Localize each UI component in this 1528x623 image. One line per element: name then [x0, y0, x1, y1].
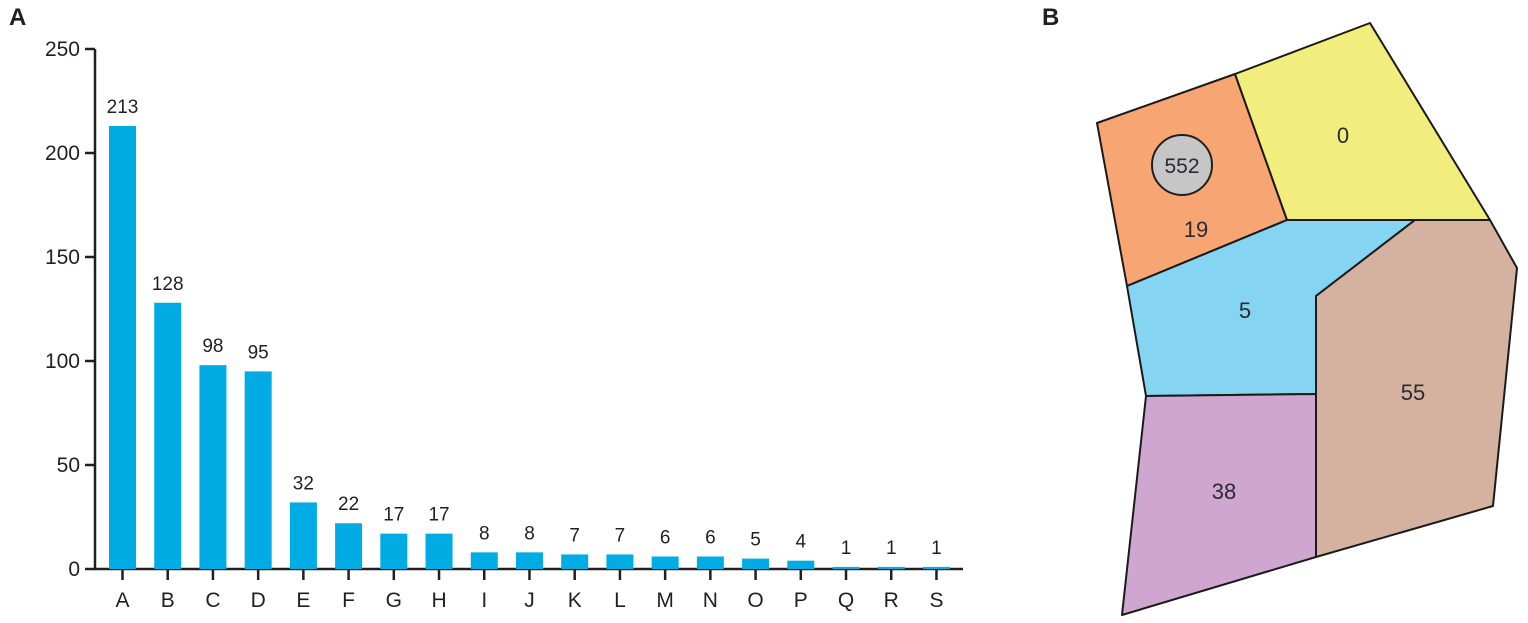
- bar-R: [877, 566, 905, 569]
- map-region-purple-value: 38: [1212, 479, 1236, 504]
- x-category-label: F: [342, 589, 355, 612]
- x-category-label: I: [481, 589, 487, 612]
- bar-value-label: 5: [750, 530, 761, 551]
- bar-value-label: 17: [383, 505, 404, 526]
- bar-A: [109, 125, 136, 570]
- x-category-label: H: [431, 589, 446, 612]
- bar-value-label: 17: [428, 505, 449, 526]
- bar-Q: [832, 566, 860, 569]
- bar-chart: 050100150200250213A128B98C95D32E22F17G17…: [45, 38, 963, 612]
- x-category-label: J: [524, 589, 535, 612]
- bar-S: [922, 566, 950, 569]
- count-badge: [1151, 134, 1213, 196]
- bar-M: [651, 556, 679, 569]
- bar-I: [470, 552, 498, 569]
- y-tick-label: 50: [57, 454, 80, 477]
- bar-value-label: 1: [931, 538, 942, 559]
- x-category-label: G: [386, 589, 402, 612]
- x-category-label: E: [296, 589, 310, 612]
- bar-F: [335, 523, 363, 569]
- y-tick-label: 200: [45, 142, 80, 165]
- bar-value-label: 1: [886, 538, 897, 559]
- x-category-label: L: [614, 589, 626, 612]
- bar-N: [696, 556, 724, 569]
- bar-value-label: 6: [705, 528, 716, 549]
- bar-J: [515, 552, 543, 569]
- x-category-label: P: [794, 589, 808, 612]
- bar-value-label: 7: [615, 525, 626, 546]
- bar-value-label: 128: [152, 274, 184, 295]
- bar-E: [289, 502, 317, 569]
- panel-b-label: B: [1042, 4, 1060, 31]
- bar-H: [425, 533, 453, 569]
- map-region-purple: [1121, 393, 1317, 616]
- bar-O: [742, 558, 770, 569]
- bar-B: [154, 302, 182, 569]
- map-region-orange-value: 19: [1184, 217, 1208, 242]
- bar-value-label: 4: [796, 532, 807, 553]
- bar-value-label: 32: [293, 473, 314, 494]
- x-category-label: R: [884, 589, 899, 612]
- count-badge-value: 552: [1164, 155, 1199, 178]
- y-tick-label: 0: [68, 558, 80, 581]
- bar-K: [561, 554, 589, 569]
- x-category-label: S: [929, 589, 943, 612]
- bar-value-label: 95: [248, 342, 269, 363]
- bar-D: [244, 371, 272, 569]
- bar-value-label: 22: [338, 494, 359, 515]
- bar-value-label: 8: [524, 523, 535, 544]
- bar-value-label: 6: [660, 528, 671, 549]
- map-region-tan: [1315, 219, 1518, 558]
- bar-value-label: 98: [202, 336, 223, 357]
- x-category-label: A: [115, 589, 129, 612]
- x-category-label: N: [703, 589, 718, 612]
- x-category-label: O: [747, 589, 763, 612]
- bar-value-label: 213: [107, 97, 139, 118]
- bar-value-label: 1: [841, 538, 852, 559]
- x-category-label: B: [161, 589, 175, 612]
- y-tick-label: 250: [45, 38, 80, 61]
- bar-L: [606, 554, 634, 569]
- x-category-label: M: [656, 589, 674, 612]
- map-region-yellow-value: 0: [1337, 123, 1349, 148]
- y-tick-label: 150: [45, 246, 80, 269]
- y-tick-label: 100: [45, 350, 80, 373]
- x-category-label: K: [568, 589, 582, 612]
- bar-C: [199, 365, 227, 569]
- bar-G: [380, 533, 408, 569]
- x-category-label: D: [251, 589, 266, 612]
- bar-value-label: 7: [569, 525, 580, 546]
- panel-a-label: A: [9, 4, 27, 31]
- bar-P: [787, 560, 815, 569]
- map-region-tan-value: 55: [1401, 380, 1425, 405]
- x-category-label: C: [205, 589, 220, 612]
- bar-value-label: 8: [479, 523, 490, 544]
- map-region-blue-value: 5: [1239, 298, 1251, 323]
- x-category-label: Q: [838, 589, 854, 612]
